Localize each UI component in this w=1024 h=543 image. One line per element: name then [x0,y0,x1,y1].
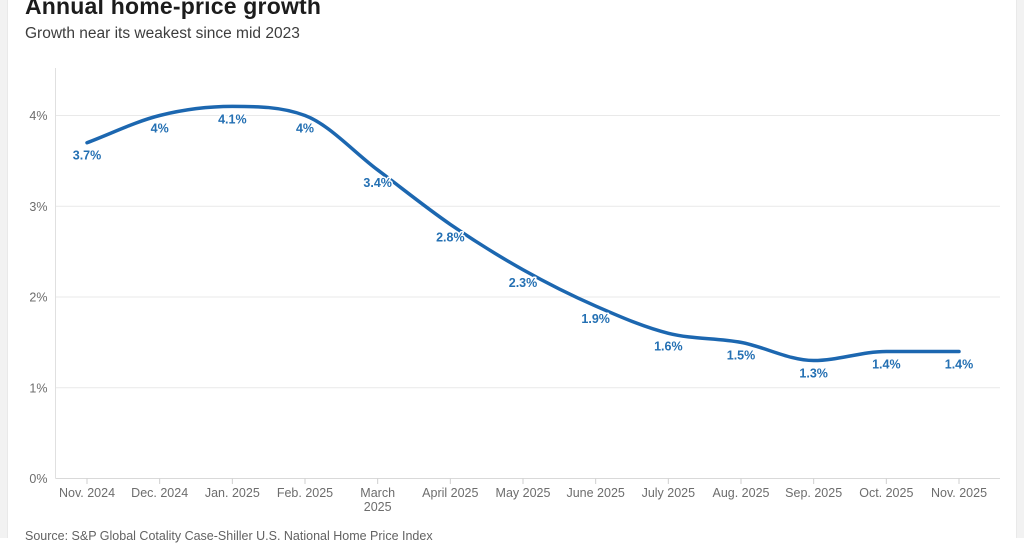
trend-line [85,104,961,363]
x-axis-label: Feb. 2025 [277,486,333,500]
data-point-label: 4% [151,122,169,136]
y-axis-tick-label: 1% [29,381,47,395]
x-axis-label: Nov. 2025 [931,486,987,500]
data-point-label: 1.4% [872,357,901,371]
data-point-label: 1.9% [581,312,610,326]
x-axis-label: Dec. 2024 [131,486,188,500]
page-right-margin [1016,0,1024,538]
source-text: Source: S&P Global Cotality Case-Shiller… [25,529,433,543]
x-axis-label: Aug. 2025 [713,486,770,500]
data-point-label: 1.4% [945,357,974,371]
data-point-label: 2.3% [509,276,538,290]
data-point-label: 4.1% [218,112,247,126]
data-point-label: 3.4% [363,176,392,190]
x-axis-label: Sep. 2025 [785,486,842,500]
chart-subtitle: Growth near its weakest since mid 2023 [25,25,300,42]
data-point-label: 2.8% [436,230,465,244]
chart-header: Annual home-price growth Growth near its… [25,0,321,43]
x-axis-label: Oct. 2025 [859,486,913,500]
y-axis-tick-label: 2% [29,291,47,305]
data-point-label: 3.7% [73,149,102,163]
x-axis-label: June 2025 [566,486,624,500]
page-left-margin [0,0,8,538]
y-axis-tick-label: 4% [29,109,47,123]
data-point-label: 1.3% [799,367,828,381]
x-axis-label: May 2025 [496,486,551,500]
data-point-label: 1.5% [727,348,756,362]
x-axis-label: March 2025 [360,486,395,514]
x-axis-label: Jan. 2025 [205,486,260,500]
x-axis-label: Nov. 2024 [59,486,115,500]
data-point-label: 1.6% [654,339,683,353]
y-axis-tick-label: 3% [29,200,47,214]
x-axis-label: July 2025 [642,486,696,500]
page-title: Annual home-price growth [25,0,322,19]
data-point-label: 4% [296,122,314,136]
x-axis-label: April 2025 [422,486,478,500]
y-axis-tick-label: 0% [29,472,47,486]
